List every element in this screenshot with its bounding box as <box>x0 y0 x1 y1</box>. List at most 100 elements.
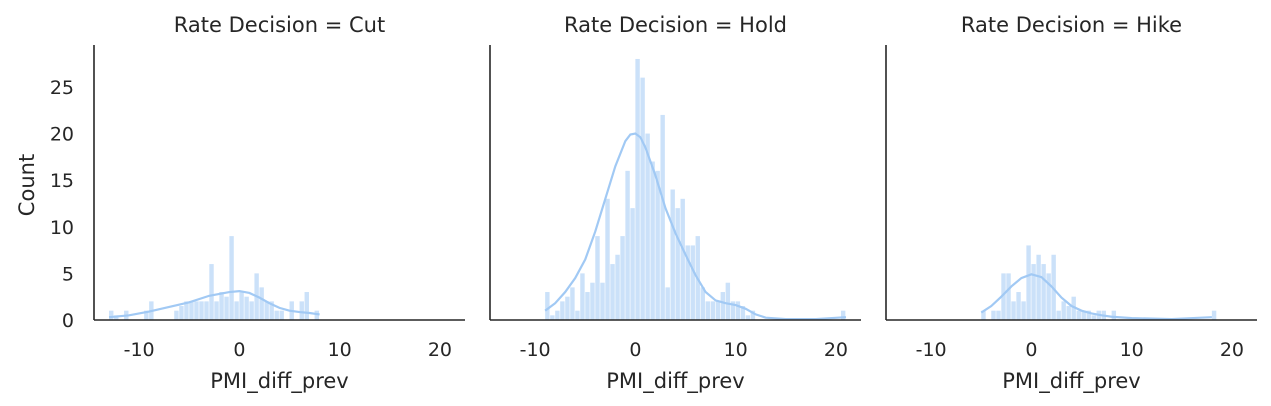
histogram-bar <box>550 315 555 320</box>
histogram-bar <box>1001 273 1006 320</box>
y-tick-label: 25 <box>50 77 74 99</box>
y-tick-label: 0 <box>62 310 74 332</box>
histogram-bar <box>199 301 204 320</box>
x-tick-label: 10 <box>1120 339 1144 361</box>
x-tick-label: 0 <box>629 339 641 361</box>
histogram-bar <box>1076 310 1081 320</box>
histogram-bar <box>585 292 590 320</box>
histogram-bar <box>269 301 274 320</box>
y-tick-label: 20 <box>50 124 74 146</box>
histogram-bar <box>595 236 600 320</box>
histogram-bar <box>1061 301 1066 320</box>
x-tick-label: 20 <box>1220 339 1244 361</box>
x-tick-label: -10 <box>520 339 551 361</box>
histogram-bar <box>274 310 279 320</box>
histogram-bar <box>174 310 179 320</box>
histogram-bar <box>1086 310 1091 320</box>
histogram-bar <box>655 170 660 320</box>
histogram-bar <box>720 292 726 320</box>
histogram-bar <box>705 301 710 320</box>
histogram-bar <box>996 310 1001 320</box>
histogram-bar <box>194 301 199 320</box>
histogram-bar <box>224 296 229 320</box>
panel-cut-title: Rate Decision = Cut <box>174 13 385 37</box>
panel-hold-title: Rate Decision = Hold <box>564 13 787 37</box>
histogram-bar <box>244 296 249 320</box>
histogram-bar <box>1006 273 1011 320</box>
histogram-bar <box>259 287 264 320</box>
histogram-bar <box>555 310 560 320</box>
x-tick-label: 10 <box>724 339 748 361</box>
histogram-bar <box>670 189 675 320</box>
histogram-bar <box>1211 310 1217 320</box>
histogram-bar <box>750 310 756 320</box>
x-tick-label: 20 <box>824 339 848 361</box>
panel-hold-x-ticks: -10 0 10 20 <box>520 339 848 361</box>
histogram-bar <box>234 301 239 320</box>
histogram-bar <box>740 306 746 320</box>
histogram-bar <box>239 292 244 320</box>
panel-cut-y-ticks: 0 5 10 15 20 25 <box>50 77 74 332</box>
histogram-bar <box>745 315 751 320</box>
histogram-bar <box>1011 301 1016 320</box>
histogram-bar <box>981 310 986 320</box>
histogram-bar <box>184 301 189 320</box>
histogram-bar <box>189 301 194 320</box>
histogram-bar <box>710 301 715 320</box>
histogram-bar <box>219 292 224 320</box>
histogram-bar <box>545 292 550 320</box>
histogram-bar <box>109 310 114 320</box>
panel-hold-bars <box>545 58 846 320</box>
histogram-bar <box>204 301 209 320</box>
histogram-bar <box>665 287 670 320</box>
histogram-bar <box>680 198 685 320</box>
panel-hold: -10 0 10 20 Rate Decision = Hold PMI_diff_p… <box>489 13 861 394</box>
panel-cut-x-axis-title: PMI_diff_prev <box>210 369 348 394</box>
panel-cut-kde-line <box>108 289 320 319</box>
histogram-bar <box>1036 254 1041 320</box>
histogram-bar <box>840 310 846 320</box>
histogram-bar <box>1041 264 1046 320</box>
histogram-bar <box>229 236 234 320</box>
histogram-bar <box>249 301 254 320</box>
histogram-bar <box>650 161 655 320</box>
x-tick-label: 10 <box>328 339 352 361</box>
histogram-bar <box>605 198 610 320</box>
histogram-bar <box>1111 310 1117 320</box>
histogram-bar <box>570 287 575 320</box>
histogram-bar <box>1091 315 1096 320</box>
histogram-bar <box>725 282 731 320</box>
histogram-bar <box>314 310 319 320</box>
panel-hike-kde-line <box>980 273 1212 321</box>
y-axis-title: Count <box>15 154 39 216</box>
histogram-bar <box>304 292 309 320</box>
histogram-bar <box>715 301 721 320</box>
histogram-bar <box>590 282 595 320</box>
panel-hike-title: Rate Decision = Hike <box>961 13 1182 37</box>
y-tick-label: 5 <box>62 263 74 285</box>
histogram-bar <box>279 310 284 320</box>
panel-hike-x-axis-title: PMI_diff_prev <box>1002 369 1140 394</box>
histogram-bar <box>640 77 645 320</box>
histogram-bar <box>600 282 605 320</box>
panel-hike-x-ticks: -10 0 10 20 <box>916 339 1244 361</box>
panel-hold-kde-line <box>544 132 847 321</box>
panel-hike: -10 0 10 20 Rate Decision = Hike PMI_diff_p… <box>885 13 1257 394</box>
histogram-bar <box>214 301 219 320</box>
histogram-bar <box>685 245 690 320</box>
histogram-bar <box>1021 301 1026 320</box>
histogram-bar <box>560 301 565 320</box>
histogram-bar <box>630 208 635 320</box>
histogram-bar <box>264 301 269 320</box>
histogram-bar <box>179 306 184 320</box>
histogram-bar <box>1071 296 1076 320</box>
x-tick-label: 20 <box>428 339 452 361</box>
x-tick-label: 0 <box>233 339 245 361</box>
y-axis-title-group: Count <box>15 154 39 216</box>
histogram-bar <box>1056 310 1061 320</box>
histogram-bar <box>1016 292 1021 320</box>
y-tick-label: 10 <box>50 217 74 239</box>
histogram-bar <box>580 273 585 320</box>
histogram-bar <box>991 310 996 320</box>
